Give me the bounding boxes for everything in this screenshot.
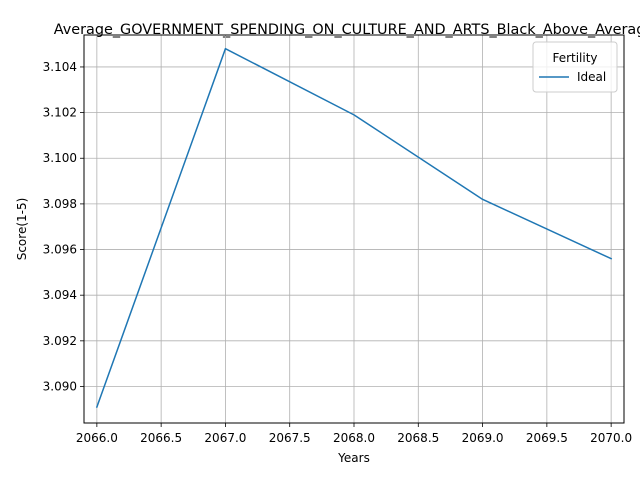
legend-label-ideal: Ideal [577,70,606,84]
y-tick-label: 3.094 [43,288,77,302]
chart-title: Average_GOVERNMENT_SPENDING_ON_CULTURE_A… [54,22,640,38]
series-line-ideal [95,47,613,408]
x-axis-label: Years [337,451,370,465]
x-tick-label: 2066.5 [140,431,182,445]
legend-title: Fertility [552,51,597,65]
x-tick-label: 2067.5 [269,431,311,445]
y-tick-label: 3.096 [43,243,77,257]
x-tick-label: 2066.0 [76,431,118,445]
x-tick-label: 2069.0 [462,431,504,445]
y-tick-label: 3.092 [43,334,77,348]
x-tick-label: 2067.0 [204,431,246,445]
y-tick-label: 3.098 [43,197,77,211]
y-axis-label: Score(1-5) [15,198,29,261]
legend-box [532,41,618,93]
series-layer [95,47,613,408]
x-tick-label: 2068.0 [333,431,375,445]
y-tick-label: 3.102 [43,106,77,120]
legend: Fertility Ideal [532,41,618,93]
x-tick-label: 2070.0 [590,431,632,445]
y-tick-label: 3.090 [43,379,77,393]
y-tick-label: 3.104 [43,60,77,74]
grid [84,35,624,423]
axis-ticks: 2066.0 2066.5 2067.0 2067.5 2068.0 2068.5 2069… [43,60,633,445]
x-tick-label: 2068.5 [397,431,439,445]
x-tick-label: 2069.5 [526,431,568,445]
y-tick-label: 3.100 [43,151,77,165]
